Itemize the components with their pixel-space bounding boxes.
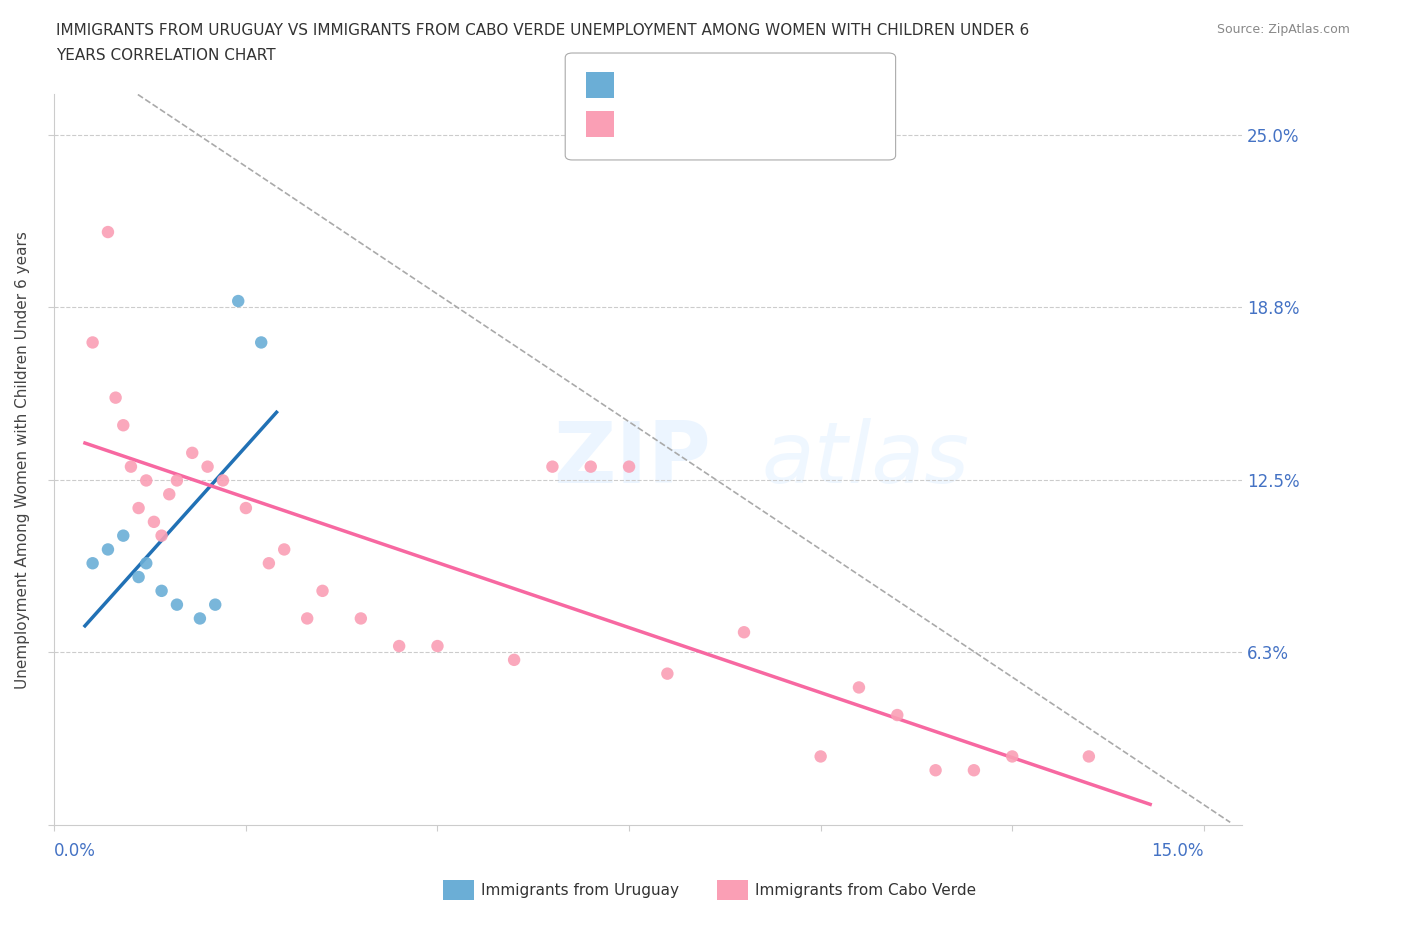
Point bbox=[1001, 749, 1024, 764]
Point bbox=[128, 569, 150, 584]
Point bbox=[82, 556, 104, 571]
Point bbox=[295, 611, 318, 626]
Point bbox=[426, 639, 449, 654]
Point bbox=[733, 625, 755, 640]
Point bbox=[311, 583, 333, 598]
Point bbox=[924, 763, 946, 777]
Point bbox=[579, 459, 602, 474]
Point bbox=[257, 556, 280, 571]
Point bbox=[250, 335, 273, 350]
Point bbox=[235, 500, 257, 515]
Point bbox=[150, 528, 173, 543]
Point bbox=[166, 597, 188, 612]
Y-axis label: Unemployment Among Women with Children Under 6 years: Unemployment Among Women with Children U… bbox=[15, 231, 30, 689]
Text: Source: ZipAtlas.com: Source: ZipAtlas.com bbox=[1216, 23, 1350, 36]
Point bbox=[541, 459, 564, 474]
Point bbox=[97, 225, 120, 240]
Point bbox=[1077, 749, 1099, 764]
Point bbox=[963, 763, 986, 777]
Point bbox=[135, 556, 157, 571]
Text: IMMIGRANTS FROM URUGUAY VS IMMIGRANTS FROM CABO VERDE UNEMPLOYMENT AMONG WOMEN W: IMMIGRANTS FROM URUGUAY VS IMMIGRANTS FR… bbox=[56, 23, 1029, 38]
Point bbox=[503, 653, 526, 668]
Point bbox=[350, 611, 373, 626]
Text: 15.0%: 15.0% bbox=[1152, 842, 1204, 859]
Point bbox=[886, 708, 908, 723]
Point bbox=[135, 473, 157, 488]
Point bbox=[128, 500, 150, 515]
Point bbox=[226, 294, 249, 309]
Text: ZIP: ZIP bbox=[553, 418, 711, 501]
Point bbox=[112, 528, 135, 543]
Text: Immigrants from Uruguay: Immigrants from Uruguay bbox=[481, 883, 679, 897]
Point bbox=[204, 597, 226, 612]
Point bbox=[142, 514, 165, 529]
Point bbox=[848, 680, 870, 695]
Point bbox=[810, 749, 832, 764]
Point bbox=[188, 611, 211, 626]
Text: R =   0.681   N =  11: R = 0.681 N = 11 bbox=[623, 77, 814, 92]
Point bbox=[212, 473, 235, 488]
Text: 0.0%: 0.0% bbox=[55, 842, 96, 859]
Text: YEARS CORRELATION CHART: YEARS CORRELATION CHART bbox=[56, 48, 276, 63]
Point bbox=[657, 666, 679, 681]
Point bbox=[157, 486, 180, 501]
Text: Immigrants from Cabo Verde: Immigrants from Cabo Verde bbox=[755, 883, 976, 897]
Point bbox=[82, 335, 104, 350]
Point bbox=[120, 459, 142, 474]
Text: atlas: atlas bbox=[761, 418, 969, 501]
Text: R = -0.404   N =  35: R = -0.404 N = 35 bbox=[623, 116, 806, 131]
Point bbox=[181, 445, 204, 460]
Point bbox=[97, 542, 120, 557]
Point bbox=[273, 542, 295, 557]
Point bbox=[617, 459, 640, 474]
Point bbox=[388, 639, 411, 654]
Point bbox=[166, 473, 188, 488]
Point bbox=[104, 391, 127, 405]
Point bbox=[150, 583, 173, 598]
Point bbox=[197, 459, 219, 474]
Point bbox=[112, 418, 135, 432]
